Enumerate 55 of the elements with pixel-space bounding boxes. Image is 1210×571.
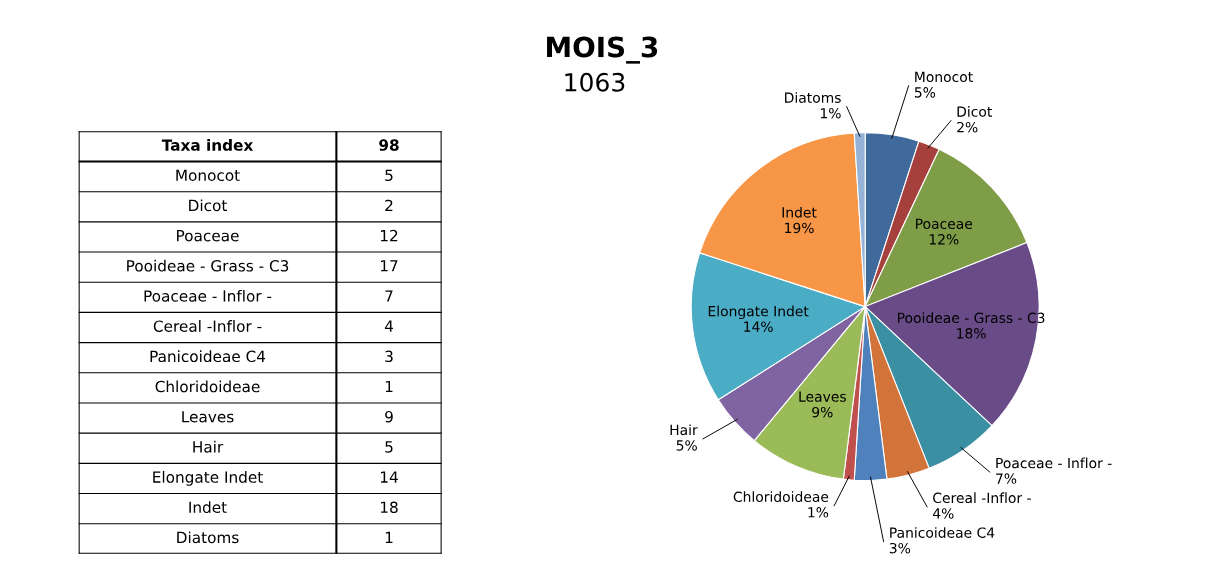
slice-label: Poaceae bbox=[916, 218, 973, 230]
data-label: 4 bbox=[384, 320, 394, 332]
category-label: Diatoms bbox=[177, 531, 239, 544]
data-label: 7% bbox=[996, 473, 1017, 484]
slice-label: Poaceae - Inflor - bbox=[996, 457, 1112, 469]
data-label: 5% bbox=[914, 87, 936, 98]
data-label: 1% bbox=[808, 507, 829, 518]
slice-label: Monocot bbox=[915, 71, 973, 83]
chart-subtitle: 1063 bbox=[565, 72, 625, 92]
data-label: 4% bbox=[932, 508, 954, 519]
slice-label: Hair bbox=[670, 424, 698, 436]
data-label: 5% bbox=[676, 440, 697, 451]
category-label: Monocot bbox=[176, 169, 240, 182]
slice-label: Diatoms bbox=[785, 92, 841, 103]
category-label: Poaceae - Inflor - bbox=[144, 289, 272, 302]
data-label: 5 bbox=[385, 169, 393, 182]
data-label: 9 bbox=[385, 410, 393, 423]
data-label: 3 bbox=[385, 350, 393, 363]
category-label: Hair bbox=[193, 440, 224, 453]
data-label: 14% bbox=[744, 321, 773, 332]
data-label: 1% bbox=[820, 107, 841, 119]
text: Taxa index bbox=[161, 139, 254, 151]
chart-title: MOIS_3 bbox=[547, 36, 658, 64]
slice-label: Elongate Indet bbox=[708, 305, 809, 320]
category-label: Leaves bbox=[182, 411, 234, 423]
category-label: Chloridoideae bbox=[155, 380, 260, 393]
category-label: Cereal -Inflor - bbox=[153, 320, 262, 332]
text: 98 bbox=[379, 139, 399, 151]
data-label: 14 bbox=[380, 471, 398, 483]
data-label: 7 bbox=[385, 290, 393, 302]
data-label: 2% bbox=[957, 121, 978, 133]
data-label: 19% bbox=[785, 222, 814, 234]
category-label: Indet bbox=[189, 501, 227, 514]
data-label: 12% bbox=[929, 234, 959, 245]
data-label: 2 bbox=[385, 199, 393, 211]
category-label: Elongate Indet bbox=[153, 471, 263, 486]
data-label: 3% bbox=[889, 542, 911, 554]
slice-label: Panicoideae C4 bbox=[890, 527, 995, 538]
data-label: 5 bbox=[385, 441, 393, 453]
category-label: Pooideae - Grass - C3 bbox=[127, 259, 289, 272]
slice-label: Indet bbox=[782, 206, 817, 218]
data-label: 18% bbox=[957, 328, 986, 339]
slice-label: Leaves bbox=[799, 391, 846, 402]
category-label: Panicoideae C4 bbox=[150, 350, 266, 363]
data-label: 12 bbox=[380, 229, 398, 242]
slice-label: Cereal -Inflor - bbox=[933, 492, 1031, 504]
category-label: Dicot bbox=[189, 199, 228, 212]
category-label: Poaceae bbox=[177, 230, 239, 242]
slice-label: Dicot bbox=[957, 106, 992, 117]
data-label: 1 bbox=[385, 531, 393, 543]
slice-label: Chloridoideae bbox=[733, 491, 829, 503]
data-label: 17 bbox=[380, 260, 398, 272]
data-label: 9% bbox=[812, 406, 833, 418]
data-label: 1 bbox=[385, 380, 393, 393]
data-label: 18 bbox=[380, 501, 398, 514]
